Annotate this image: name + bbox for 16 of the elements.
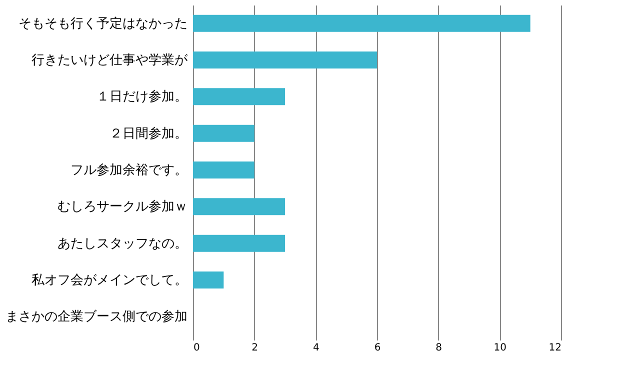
y-tick-label: 行きたいけど仕事や学業が bbox=[32, 53, 188, 68]
y-tick-label: あたしスタッフなの。 bbox=[58, 236, 188, 252]
x-tick-label: 2 bbox=[252, 342, 258, 354]
y-tick-label: フル参加余裕です。 bbox=[70, 163, 188, 178]
y-tick-label: ２日間参加。 bbox=[110, 126, 188, 142]
y-tick-label: そもそも行く予定はなかった bbox=[18, 16, 188, 32]
x-tick-label: 0 bbox=[194, 342, 200, 354]
x-tick-label: 8 bbox=[436, 342, 442, 354]
y-tick-label: まさかの企業ブース側での参加 bbox=[6, 310, 188, 325]
x-tick-label: 12 bbox=[548, 342, 562, 354]
x-tick-label: 10 bbox=[494, 342, 507, 354]
x-tick-label: 6 bbox=[374, 342, 381, 354]
x-tick-label: 4 bbox=[312, 342, 320, 354]
y-tick-label: むしろサークル参加ｗ bbox=[58, 200, 188, 215]
y-tick-label: 私オフ会がメインでして。 bbox=[32, 273, 188, 288]
y-tick-label: １日だけ参加。 bbox=[96, 90, 188, 105]
